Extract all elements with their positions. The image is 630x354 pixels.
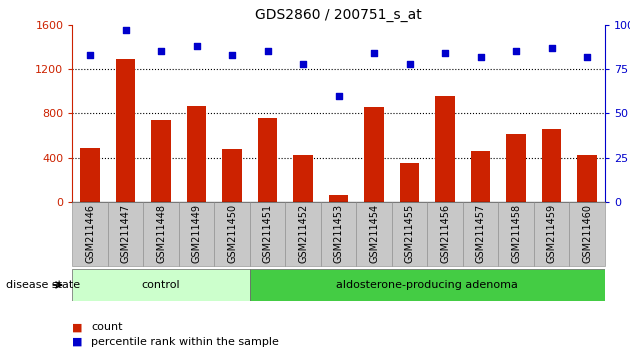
Text: ■: ■	[72, 322, 83, 332]
Bar	[187, 105, 207, 202]
Point	[263, 48, 273, 54]
Bar	[577, 155, 597, 202]
Bar	[400, 162, 420, 202]
Text: GSM211455: GSM211455	[404, 204, 415, 263]
Bar	[81, 148, 100, 202]
Text: GSM211454: GSM211454	[369, 204, 379, 263]
Text: control: control	[142, 280, 180, 290]
Point	[156, 48, 166, 54]
Text: disease state: disease state	[6, 280, 81, 290]
Text: GSM211457: GSM211457	[476, 204, 486, 263]
Text: GSM211446: GSM211446	[85, 204, 95, 263]
Bar	[427, 202, 463, 266]
Bar	[250, 202, 285, 266]
Text: GSM211449: GSM211449	[192, 204, 202, 263]
Bar	[471, 151, 490, 202]
Point	[298, 61, 308, 67]
Text: GSM211456: GSM211456	[440, 204, 450, 263]
Bar	[151, 120, 171, 202]
Text: GSM211459: GSM211459	[547, 204, 556, 263]
Text: GSM211448: GSM211448	[156, 204, 166, 263]
Bar	[116, 59, 135, 202]
Bar	[72, 269, 250, 301]
Text: aldosterone-producing adenoma: aldosterone-producing adenoma	[336, 280, 518, 290]
Point	[404, 61, 415, 67]
Text: GSM211453: GSM211453	[334, 204, 343, 263]
Text: count: count	[91, 322, 123, 332]
Point	[582, 54, 592, 59]
Bar	[542, 129, 561, 202]
Bar	[321, 202, 357, 266]
Bar	[222, 149, 242, 202]
Bar	[294, 155, 313, 202]
Text: ■: ■	[72, 337, 83, 347]
Point	[333, 93, 343, 98]
Bar	[534, 202, 570, 266]
Bar	[250, 269, 605, 301]
Bar	[179, 202, 214, 266]
Point	[227, 52, 237, 58]
Point	[440, 50, 450, 56]
Point	[369, 50, 379, 56]
Bar	[144, 202, 179, 266]
Text: GSM211458: GSM211458	[511, 204, 521, 263]
Point	[120, 27, 131, 33]
Point	[511, 48, 521, 54]
Text: GSM211450: GSM211450	[227, 204, 237, 263]
Bar	[364, 107, 384, 202]
Bar	[357, 202, 392, 266]
Text: percentile rank within the sample: percentile rank within the sample	[91, 337, 279, 347]
Bar	[498, 202, 534, 266]
Title: GDS2860 / 200751_s_at: GDS2860 / 200751_s_at	[255, 8, 422, 22]
Point	[476, 54, 486, 59]
Bar	[507, 134, 526, 202]
Text: GSM211451: GSM211451	[263, 204, 273, 263]
Bar	[463, 202, 498, 266]
Bar	[72, 202, 108, 266]
Bar	[258, 118, 277, 202]
Bar	[435, 96, 455, 202]
Text: GSM211460: GSM211460	[582, 204, 592, 263]
Point	[192, 43, 202, 49]
Text: GSM211447: GSM211447	[121, 204, 130, 263]
Point	[546, 45, 557, 51]
Bar	[108, 202, 144, 266]
Bar	[329, 195, 348, 202]
Bar	[570, 202, 605, 266]
Bar	[285, 202, 321, 266]
Text: GSM211452: GSM211452	[298, 204, 308, 263]
Point	[85, 52, 95, 58]
Bar	[392, 202, 427, 266]
Bar	[214, 202, 250, 266]
